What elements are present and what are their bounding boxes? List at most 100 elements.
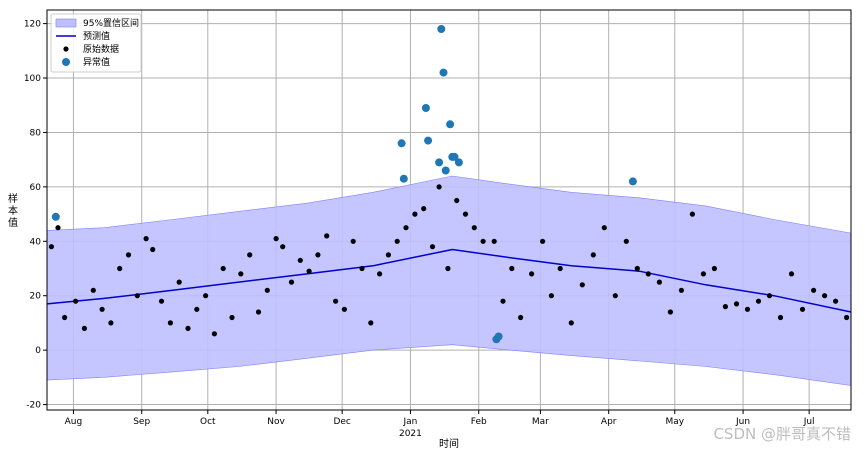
raw-data-point (412, 211, 418, 217)
anomaly-point (441, 166, 450, 175)
raw-data-point (341, 306, 347, 312)
raw-data-point (377, 271, 383, 277)
raw-data-point (194, 306, 200, 312)
x-tick-label: Jun (735, 417, 750, 427)
legend-label: 95%置信区间 (83, 17, 139, 29)
raw-data-point (158, 298, 165, 304)
raw-data-point (62, 314, 68, 321)
raw-data-point (777, 314, 784, 321)
x-axis-ticks: Aug Sep Oct Nov Dec Jan 2021 Feb Mar Apr May Jun Jul (65, 410, 815, 439)
raw-data-point (623, 238, 629, 244)
raw-data-point (471, 225, 477, 231)
raw-data-point (678, 287, 685, 293)
raw-data-point (220, 265, 226, 272)
raw-data-point (480, 238, 486, 244)
raw-data-point (540, 238, 546, 244)
anomaly-point (399, 174, 408, 183)
raw-data-point (315, 252, 321, 258)
raw-data-point (645, 271, 651, 277)
anomaly-point (437, 25, 446, 33)
raw-data-point (811, 287, 817, 293)
raw-data-point (429, 244, 436, 250)
raw-data-point (766, 293, 773, 299)
raw-data-point (601, 225, 607, 231)
raw-data-point (81, 325, 87, 331)
raw-data-points (48, 184, 850, 337)
x-tick-label: Mar (532, 417, 549, 427)
anomaly-point (51, 212, 60, 221)
x-tick-label: May (665, 417, 684, 427)
y-axis-ticks: -20 0 20 40 60 80 100 120 (24, 20, 47, 411)
anomaly-point (435, 158, 444, 167)
raw-data-point (500, 298, 506, 304)
x-tick-label: Oct (200, 417, 216, 427)
raw-data-point (255, 309, 262, 315)
raw-data-point (612, 293, 618, 299)
legend-label: 预测值 (83, 30, 110, 42)
y-tick-label: 60 (30, 183, 42, 193)
x-tick-sublabel: 2021 (399, 429, 422, 439)
raw-data-point (548, 293, 555, 299)
raw-data-point (394, 238, 400, 244)
x-tick-label: Jan (403, 417, 418, 427)
raw-data-point (755, 298, 762, 304)
watermark: CSDN @胖哥真不错 (713, 425, 851, 443)
raw-data-point (590, 252, 596, 258)
legend-anomaly-swatch (62, 58, 70, 66)
x-tick-label: Dec (333, 417, 350, 427)
x-tick-label: Sep (133, 417, 150, 427)
raw-data-point (568, 320, 574, 326)
raw-data-point (799, 306, 806, 312)
raw-data-point (788, 271, 795, 277)
x-tick-label: Aug (65, 417, 83, 427)
raw-data-point (421, 206, 427, 212)
y-axis-label: 样本值 (8, 192, 18, 229)
raw-data-point (454, 197, 460, 204)
raw-data-point (529, 271, 535, 277)
raw-data-point (143, 236, 149, 242)
anomaly-point (421, 104, 430, 112)
raw-data-point (288, 279, 295, 285)
x-tick-label: Feb (471, 417, 487, 427)
raw-data-point (368, 320, 374, 326)
anomaly-point (397, 139, 406, 148)
raw-data-point (48, 244, 55, 250)
x-tick-label: Nov (267, 417, 285, 427)
raw-data-point (117, 265, 123, 272)
legend-label: 原始数据 (83, 43, 119, 55)
raw-data-point (822, 293, 828, 299)
raw-data-point (247, 252, 253, 258)
forecast-line (46, 248, 852, 313)
raw-data-point (436, 184, 442, 190)
raw-data-point (185, 325, 191, 331)
raw-data-point (403, 225, 409, 231)
anomaly-point (450, 152, 459, 161)
raw-data-point (733, 301, 740, 307)
raw-data-point (229, 314, 235, 321)
raw-data-point (90, 287, 96, 293)
raw-data-point (211, 331, 217, 337)
confidence-band-layer (46, 175, 852, 386)
x-axis-label: 时间 (439, 437, 459, 450)
raw-data-point (689, 211, 696, 217)
raw-data-point (150, 246, 156, 253)
raw-data-point (359, 265, 365, 272)
confidence-band (46, 175, 852, 386)
raw-data-point (656, 279, 663, 285)
raw-data-point (55, 225, 61, 231)
raw-data-point (518, 314, 524, 321)
y-tick-label: 20 (30, 292, 42, 302)
raw-data-point (844, 314, 850, 321)
anomaly-point (494, 332, 503, 341)
x-tick-label: Jul (803, 417, 815, 427)
anomaly-point (439, 68, 448, 77)
y-tick-label: 0 (35, 346, 41, 356)
raw-data-point (306, 268, 312, 274)
y-tick-label: 100 (24, 74, 41, 84)
legend-band-swatch (55, 18, 77, 28)
legend-label: 异常值 (83, 56, 110, 68)
y-tick-label: 80 (30, 128, 42, 138)
raw-data-point (264, 287, 270, 293)
raw-data-point (667, 309, 674, 315)
